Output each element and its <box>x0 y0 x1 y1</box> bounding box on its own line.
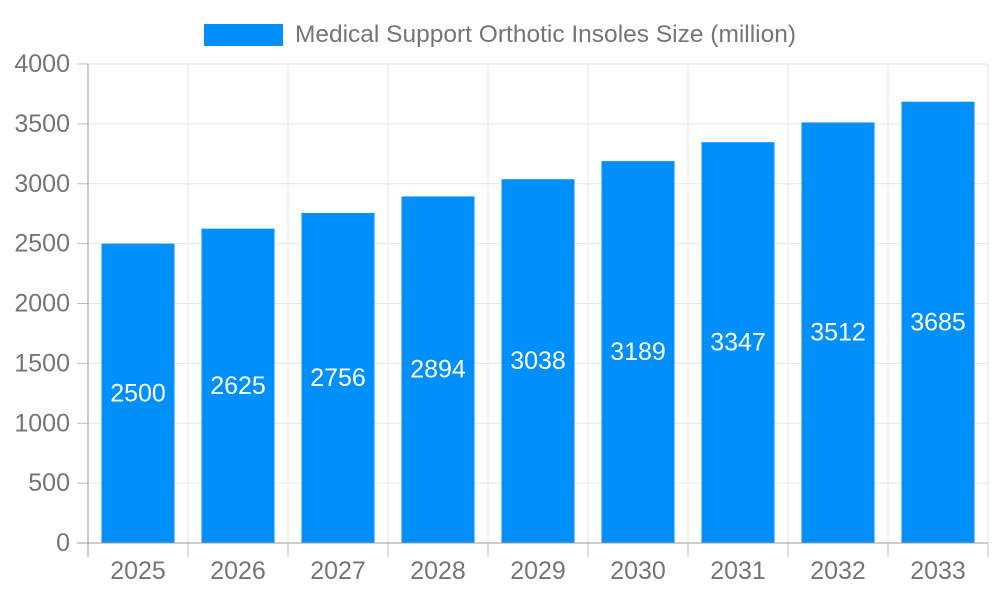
bar-2032[interactable] <box>801 122 875 544</box>
y-tick-label: 4000 <box>14 50 70 78</box>
y-tick-label: 0 <box>56 529 70 557</box>
x-tick-label-2032: 2032 <box>810 557 866 585</box>
bar-value-label-2026: 2625 <box>210 372 266 400</box>
x-tick-label-2027: 2027 <box>310 557 366 585</box>
bar-2029[interactable] <box>501 179 575 543</box>
y-tick-label: 3000 <box>14 170 70 198</box>
bar-value-label-2031: 3347 <box>710 329 766 357</box>
bar-2028[interactable] <box>401 196 475 544</box>
bar-value-label-2030: 3189 <box>610 338 666 366</box>
axes <box>77 64 988 557</box>
bar-value-label-2025: 2500 <box>110 379 166 407</box>
bar-value-label-2033: 3685 <box>910 308 966 336</box>
bar-value-label-2032: 3512 <box>810 319 866 347</box>
bar-2033[interactable] <box>901 101 975 543</box>
bar-2027[interactable] <box>301 212 375 543</box>
bar-2030[interactable] <box>601 161 675 543</box>
x-tick-label-2030: 2030 <box>610 557 666 585</box>
x-tick-label-2028: 2028 <box>410 557 466 585</box>
bar-value-label-2029: 3038 <box>510 347 566 375</box>
bar-2025[interactable] <box>101 243 175 543</box>
x-axis-labels: 2025 2026 2027 2028 2029 2030 2031 2032 2033 <box>110 557 966 585</box>
x-tick-label-2033: 2033 <box>910 557 966 585</box>
y-tick-label: 2000 <box>14 290 70 318</box>
y-tick-label: 500 <box>28 469 70 497</box>
bars: 2500 2625 2756 2894 3038 3189 3347 3512 3685 <box>101 101 975 544</box>
y-tick-label: 1000 <box>14 409 70 437</box>
y-tick-label: 2500 <box>14 230 70 258</box>
bar-value-label-2027: 2756 <box>310 364 366 392</box>
bar-value-label-2028: 2894 <box>410 356 466 384</box>
y-tick-label: 1500 <box>14 349 70 377</box>
x-tick-label-2026: 2026 <box>210 557 266 585</box>
y-axis-labels: 0 500 1000 1500 2000 2500 3000 3500 4000 <box>14 50 70 557</box>
y-tick-label: 3500 <box>14 110 70 138</box>
bar-2026[interactable] <box>201 228 275 543</box>
x-tick-label-2031: 2031 <box>710 557 766 585</box>
x-tick-label-2029: 2029 <box>510 557 566 585</box>
bar-2031[interactable] <box>701 142 775 543</box>
x-tick-label-2025: 2025 <box>110 557 166 585</box>
